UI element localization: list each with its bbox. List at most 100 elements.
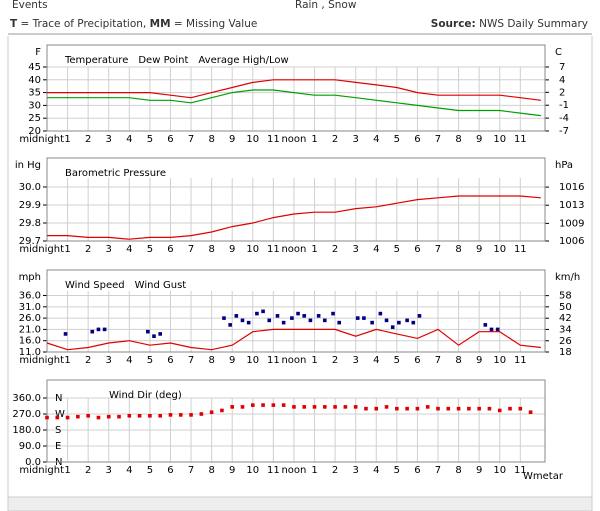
x-tick-label: 9 bbox=[476, 355, 482, 366]
x-tick-label: 9 bbox=[229, 465, 235, 476]
series-point bbox=[55, 415, 60, 420]
y-tick-label: 11.0 bbox=[19, 347, 41, 358]
legend-label: Wind Dir (deg) bbox=[109, 390, 182, 401]
x-tick-label: 3 bbox=[352, 465, 358, 476]
series-point bbox=[374, 406, 379, 411]
x-tick-label: 5 bbox=[394, 355, 400, 366]
series-line bbox=[47, 79, 541, 101]
plot-frame bbox=[46, 44, 546, 132]
x-tick-label: 2 bbox=[85, 465, 91, 476]
x-tick-label: 11 bbox=[267, 134, 280, 145]
x-tick-label: 1 bbox=[311, 465, 317, 476]
series-point bbox=[234, 314, 239, 318]
note-key: MM bbox=[150, 18, 171, 30]
series-point bbox=[209, 410, 214, 415]
series-point bbox=[395, 406, 399, 411]
series-point bbox=[411, 320, 416, 325]
x-tick-label: 11 bbox=[514, 355, 527, 366]
series-point bbox=[508, 406, 512, 411]
series-line bbox=[47, 89, 541, 117]
y-tick-label: 29.9 bbox=[19, 200, 41, 211]
y-tick-label: 29.8 bbox=[19, 218, 41, 229]
events-value: Rain , Snow bbox=[295, 0, 357, 11]
series-point bbox=[292, 405, 296, 409]
series-point bbox=[390, 325, 395, 329]
y2-unit: C bbox=[555, 47, 562, 58]
x-tick-label: 8 bbox=[208, 465, 214, 476]
series-point bbox=[495, 327, 500, 332]
legend-label: Temperature bbox=[64, 55, 128, 66]
series-point bbox=[446, 406, 451, 411]
x-tick-label: 5 bbox=[394, 244, 400, 255]
y-tick-label: 36.0 bbox=[19, 291, 41, 302]
y2-tick-label: -1 bbox=[559, 100, 569, 111]
y-tick-label: 35 bbox=[28, 88, 41, 99]
x-tick-label: 9 bbox=[229, 244, 235, 255]
x-tick-label: 8 bbox=[455, 355, 461, 366]
y2-tick-label: 7 bbox=[559, 62, 565, 73]
series-point bbox=[337, 320, 342, 325]
footer-band bbox=[7, 496, 593, 511]
series-point bbox=[222, 316, 226, 320]
y2-tick-label: 1013 bbox=[559, 200, 584, 211]
y-tick-label: 30.0 bbox=[19, 182, 41, 193]
y-tick-label: 20 bbox=[28, 126, 41, 137]
x-tick-label: 4 bbox=[126, 134, 132, 145]
note-key: T bbox=[10, 18, 18, 30]
series-point bbox=[290, 316, 294, 320]
series-point bbox=[230, 405, 235, 409]
series-point bbox=[405, 318, 409, 323]
series-point bbox=[65, 415, 70, 420]
y2-tick-label: 2 bbox=[559, 87, 565, 98]
x-tick-label: noon bbox=[281, 134, 306, 145]
x-tick-label: 6 bbox=[414, 134, 420, 145]
series-point bbox=[497, 408, 502, 413]
series-point bbox=[178, 413, 183, 417]
x-tick-label: 5 bbox=[147, 355, 153, 366]
x-tick-label: 10 bbox=[246, 355, 259, 366]
series-point bbox=[331, 311, 335, 316]
x-tick-label: 8 bbox=[455, 244, 461, 255]
x-tick-label: 2 bbox=[85, 244, 91, 255]
series-point bbox=[302, 314, 307, 318]
plot-background bbox=[47, 45, 545, 131]
series-point bbox=[45, 415, 49, 420]
x-tick-label: midnight bbox=[19, 465, 64, 476]
y-tick-label: 90.0 bbox=[19, 441, 41, 452]
x-tick-label: 1 bbox=[64, 465, 70, 476]
series-point bbox=[240, 405, 245, 409]
x-tick-label: 4 bbox=[373, 134, 379, 145]
series-point bbox=[90, 329, 95, 334]
compass-label: E bbox=[55, 441, 61, 452]
series-point bbox=[483, 323, 488, 327]
series-point bbox=[189, 413, 193, 417]
compass-label: N bbox=[55, 393, 62, 404]
x-tick-label: 10 bbox=[493, 134, 506, 145]
annotation: Wmetar bbox=[523, 471, 564, 482]
x-tick-label: 6 bbox=[167, 134, 173, 145]
legend-label: Dew Point bbox=[138, 55, 188, 66]
events-label: Events bbox=[12, 0, 48, 11]
series-point bbox=[333, 405, 337, 409]
x-tick-label: 9 bbox=[476, 244, 482, 255]
series-point bbox=[240, 318, 245, 323]
x-tick-label: 5 bbox=[147, 134, 153, 145]
source-label: Source: bbox=[431, 18, 476, 30]
note-text: = Missing Value bbox=[174, 18, 257, 30]
y-tick-label: 21.0 bbox=[19, 324, 41, 335]
series-point bbox=[302, 405, 307, 409]
y2-tick-label: 50 bbox=[559, 302, 572, 313]
x-tick-label: 2 bbox=[85, 134, 91, 145]
x-tick-label: 3 bbox=[106, 355, 112, 366]
x-tick-label: 11 bbox=[267, 465, 280, 476]
x-tick-label: 6 bbox=[167, 355, 173, 366]
x-tick-label: noon bbox=[281, 465, 306, 476]
source-value: NWS Daily Summary bbox=[479, 18, 588, 30]
y-tick-label: 29.7 bbox=[19, 236, 41, 247]
series-point bbox=[436, 406, 440, 411]
series-point bbox=[405, 406, 409, 411]
x-tick-label: 2 bbox=[332, 355, 338, 366]
series-point bbox=[158, 413, 162, 418]
precip-note: T = Trace of Precipitation, MM = Missing… bbox=[10, 18, 257, 30]
